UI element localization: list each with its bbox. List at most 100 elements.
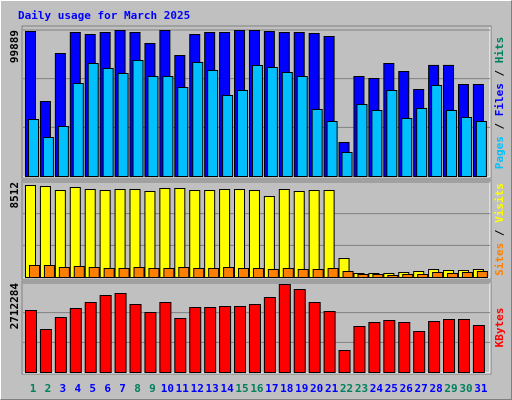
bar [432, 272, 444, 278]
bar [476, 270, 488, 279]
bar [132, 59, 144, 177]
legend-separator: / [493, 223, 506, 243]
bar [263, 297, 276, 373]
bar [386, 89, 398, 177]
x-tick-label: 9 [149, 382, 156, 395]
panel-frame [21, 280, 492, 375]
bar [475, 121, 487, 177]
legend: Pages / Files / Hits [493, 37, 506, 170]
bar [58, 267, 70, 278]
x-tick-label: 27 [415, 382, 428, 395]
bar [312, 268, 324, 279]
bar [87, 63, 99, 177]
bar [144, 190, 156, 278]
legend-separator: / [493, 63, 506, 83]
bar [54, 317, 67, 373]
y-tick-label: 2712284 [8, 283, 21, 330]
bar [69, 308, 82, 373]
bar [114, 188, 126, 279]
bar [251, 65, 263, 177]
bar [266, 66, 278, 177]
bar [69, 187, 81, 278]
x-tick-label: 6 [104, 382, 111, 395]
bar [341, 152, 353, 177]
bar [248, 190, 260, 278]
x-tick-label: 15 [235, 382, 248, 395]
bar [99, 190, 111, 278]
x-tick-label: 22 [340, 382, 353, 395]
panel-frame [21, 25, 492, 179]
bar [207, 70, 219, 177]
bar [342, 270, 354, 279]
bar [248, 304, 261, 373]
bar [189, 307, 202, 373]
bar [162, 76, 174, 177]
bar [43, 265, 55, 278]
bar [443, 319, 456, 374]
x-tick-label: 25 [385, 382, 398, 395]
bar [72, 82, 84, 177]
bar [457, 319, 470, 374]
bar [293, 289, 306, 373]
bar [163, 268, 175, 278]
bar [446, 110, 458, 177]
bar [28, 118, 39, 177]
bar [219, 306, 232, 373]
bar [356, 104, 368, 177]
bar [57, 125, 69, 177]
bar [144, 312, 157, 374]
x-tick-label: 14 [220, 382, 234, 395]
bar [178, 267, 190, 278]
bar [88, 267, 100, 278]
bar [402, 273, 414, 279]
bar [353, 326, 366, 373]
bar [238, 268, 250, 278]
x-tick-label: 28 [429, 382, 442, 395]
bar [25, 310, 37, 374]
bar [223, 267, 235, 278]
x-tick-label: 23 [355, 382, 368, 395]
bar [387, 275, 399, 278]
bar [428, 321, 441, 374]
bar [282, 268, 294, 278]
bar [326, 121, 338, 177]
x-tick-label: 12 [191, 382, 204, 395]
bar [267, 268, 279, 279]
bar [308, 190, 320, 278]
bar [189, 190, 201, 278]
bar [73, 265, 85, 279]
x-tick-label: 3 [60, 382, 67, 395]
bar [219, 188, 231, 279]
bar [296, 76, 308, 177]
bar [208, 268, 220, 278]
bar [84, 302, 97, 374]
bar [117, 72, 129, 177]
bar [29, 265, 40, 278]
x-tick-label: 17 [265, 382, 278, 395]
legend-entry: Sites [493, 243, 506, 276]
bar [338, 350, 351, 373]
bar [222, 94, 234, 177]
bar [159, 188, 171, 279]
bar [372, 273, 384, 279]
bar [281, 71, 293, 177]
x-tick-label: 5 [89, 382, 96, 395]
bar [129, 188, 141, 279]
x-tick-label: 26 [400, 382, 414, 395]
bar [323, 190, 335, 278]
panel-frame [21, 179, 492, 280]
bar [398, 322, 411, 373]
bar [174, 188, 186, 279]
bar [371, 110, 383, 177]
bar [42, 136, 54, 177]
bar [102, 68, 114, 177]
bar [401, 117, 413, 177]
x-tick-label: 10 [161, 382, 174, 395]
legend-separator: / [493, 116, 506, 136]
x-tick-label: 21 [325, 382, 339, 395]
bar [25, 185, 36, 278]
bar [311, 109, 323, 177]
x-tick-label: 29 [444, 382, 457, 395]
bar [278, 284, 291, 374]
